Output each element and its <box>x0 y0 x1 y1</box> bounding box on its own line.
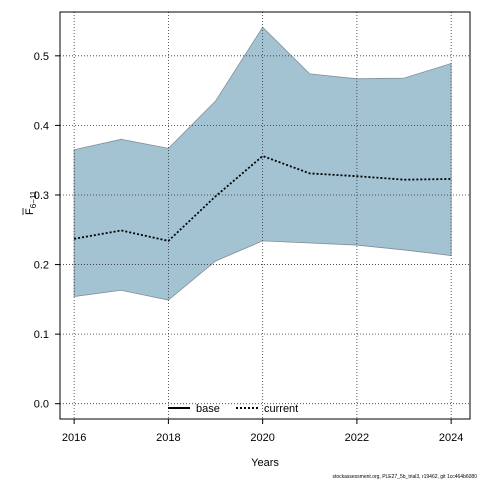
x-axis-label: Years <box>251 457 279 469</box>
y-axis-ticks: 0.0 0.1 0.2 0.3 0.4 0.5 <box>34 51 60 411</box>
legend: base current <box>168 403 298 415</box>
legend-label-base: base <box>196 403 220 415</box>
y-tick-label-0.1: 0.1 <box>34 329 49 341</box>
legend-label-current: current <box>264 403 298 415</box>
plot-frame <box>59 11 471 420</box>
footer-text: stockassessment.org, PLE27_5b_trial3, r1… <box>332 474 477 480</box>
svg-text:F6−11: F6−11 <box>24 190 38 215</box>
y-axis-label-main: F <box>24 208 36 215</box>
y-tick-label-0.4: 0.4 <box>34 120 49 132</box>
y-tick-label-0.2: 0.2 <box>34 260 49 272</box>
y-axis-label-sub: 6−11 <box>29 190 38 208</box>
x-tick-label-2018: 2018 <box>156 432 180 444</box>
x-tick-label-2022: 2022 <box>345 432 369 444</box>
y-axis-label: F6−11 <box>22 190 38 215</box>
x-tick-label-2020: 2020 <box>250 432 274 444</box>
y-tick-label-0.5: 0.5 <box>34 51 49 63</box>
x-tick-label-2024: 2024 <box>439 432 463 444</box>
y-tick-label-0.0: 0.0 <box>34 399 49 411</box>
y-tick-label-0.3: 0.3 <box>34 190 49 202</box>
x-tick-label-2016: 2016 <box>62 432 86 444</box>
x-axis-ticks: 2016 2018 2020 2022 2024 <box>62 419 463 444</box>
grid-layer <box>60 12 470 419</box>
